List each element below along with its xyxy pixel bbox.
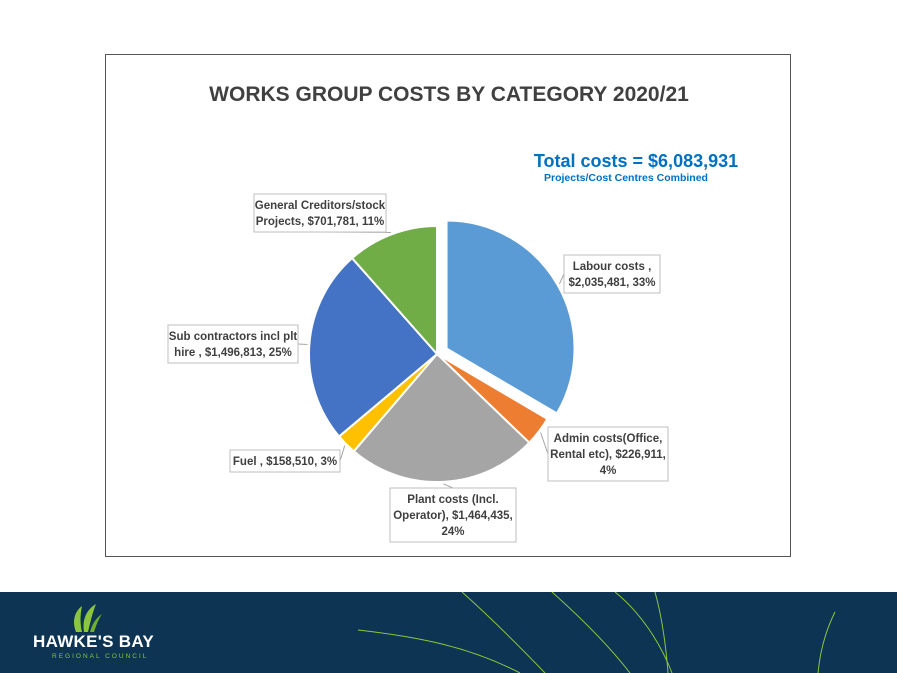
pie-chart: WORKS GROUP COSTS BY CATEGORY 2020/21 To…: [167, 83, 738, 543]
slice-label-text: Labour costs ,: [573, 261, 652, 273]
slice-label-text: 24%: [441, 526, 464, 538]
slice-label-box: [389, 487, 517, 543]
slice-label-text: Projects, $701,781, 11%: [256, 216, 385, 228]
chart-title: WORKS GROUP COSTS BY CATEGORY 2020/21: [209, 83, 689, 106]
footer-bar: HAWKE'S BAY REGIONAL COUNCIL: [0, 592, 897, 673]
total-costs-subtitle: Projects/Cost Centres Combined: [544, 172, 708, 184]
slice-label-1: Labour costs , $2,035,481, 33%: [563, 254, 661, 294]
leader-line-4: [339, 445, 346, 462]
pie-slice-6: [350, 224, 438, 357]
slice-label-text: General Creditors/stock: [255, 200, 386, 212]
total-costs-annotation: Total costs = $6,083,931: [534, 151, 738, 171]
slice-label-text: 4%: [600, 465, 617, 477]
slice-label-box: [253, 193, 387, 233]
leader-line-5: [297, 343, 308, 346]
pie-slice-3: [352, 352, 531, 483]
footer-decoration: [357, 592, 836, 673]
slice-label-box: [229, 449, 341, 473]
slide-area: WORKS GROUP COSTS BY CATEGORY 2020/21 To…: [105, 54, 791, 557]
slice-label-box: [547, 426, 669, 482]
leaf-logo-icon: [74, 604, 102, 632]
pie-slice-5: [308, 256, 439, 438]
slice-label-text: Admin costs(Office,: [554, 433, 663, 445]
slice-label-text: Operator), $1,464,435,: [393, 510, 513, 522]
slice-label-text: Rental etc), $226,911,: [550, 449, 666, 461]
hawkes-bay-logo: HAWKE'S BAY REGIONAL COUNCIL: [30, 602, 170, 662]
leader-line-3: [443, 483, 454, 489]
slice-labels: Labour costs , $2,035,481, 33% Admin costs…: [167, 193, 669, 543]
slice-label-text: $2,035,481, 33%: [569, 277, 656, 289]
slice-label-box: [563, 254, 661, 294]
slice-label-text: Plant costs (Incl.: [407, 494, 498, 506]
leader-line-1: [558, 273, 565, 285]
slice-label-4: Fuel , $158,510, 3%: [229, 449, 341, 473]
slice-label-3: Plant costs (Incl. Operator), $1,464,435,…: [389, 487, 517, 543]
slice-label-2: Admin costs(Office, Rental etc), $226,911…: [547, 426, 669, 482]
chart-frame: WORKS GROUP COSTS BY CATEGORY 2020/21 To…: [105, 54, 791, 557]
slice-label-box: [167, 324, 299, 364]
slice-label-text: Sub contractors incl plt: [169, 331, 298, 343]
slice-label-6: General Creditors/stock Projects, $701,78…: [253, 193, 387, 233]
pie-slices: [308, 219, 576, 483]
pie-slice-1: [445, 219, 576, 415]
slice-label-text: Fuel , $158,510, 3%: [233, 456, 337, 468]
leader-line-2: [540, 432, 549, 455]
slice-label-5: Sub contractors incl plt hire , $1,496,81…: [167, 324, 299, 364]
slice-label-text: hire , $1,496,813, 25%: [174, 347, 292, 359]
logo-title: HAWKE'S BAY: [33, 632, 155, 651]
logo-subtitle: REGIONAL COUNCIL: [52, 653, 149, 660]
